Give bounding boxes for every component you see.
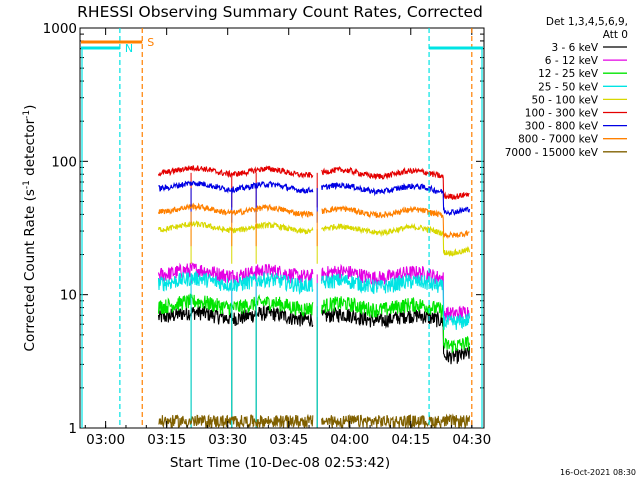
legend-label: 6 - 12 keV (545, 55, 599, 67)
legend-label: 25 - 50 keV (538, 81, 599, 93)
series-line (157, 304, 471, 365)
legend-label: 100 - 300 keV (525, 108, 599, 120)
series-3-6keV (157, 304, 471, 428)
legend-label: 3 - 6 keV (551, 42, 598, 54)
legend-label: 7000 - 15000 keV (505, 147, 599, 159)
x-axis-label: Start Time (10-Dec-08 02:53:42) (170, 455, 390, 471)
x-tick-label: 03:15 (147, 432, 186, 448)
y-tick-label: 1000 (43, 21, 77, 37)
y-label-sup: -1 (22, 110, 32, 119)
footer-timestamp: 16-Oct-2021 08:30 (560, 468, 636, 477)
data-layer (157, 165, 471, 430)
y-axis-label-text: Corrected Count Rate (s-1 detector-1) (22, 105, 38, 352)
plot-frame (79, 27, 485, 429)
series-line (158, 180, 471, 217)
y-label-part: ) (22, 105, 38, 110)
series-25-50keV (157, 271, 471, 428)
y-label-sup: -1 (22, 180, 32, 189)
series-line (158, 413, 471, 430)
y-tick-label: 10 (60, 288, 77, 304)
x-tick-label: 04:15 (391, 432, 430, 448)
y-axis-label: Corrected Count Rate (s-1 detector-1) (22, 105, 38, 352)
series-7000-15000keV (158, 413, 471, 430)
flags-layer: SN (81, 28, 483, 428)
series-50-100keV (157, 220, 471, 264)
axes-layer: 03:00 03:15 03:30 03:45 04:00 04:15 04:30 1 10 10… (43, 21, 492, 448)
y-tick-label: 1 (68, 421, 77, 437)
y-tick-label: 100 (51, 154, 77, 170)
x-tick-label: 04:00 (330, 432, 369, 448)
series-800-7000keV (157, 202, 470, 247)
legend-label: 800 - 7000 keV (518, 134, 599, 146)
x-tick-label: 03:30 (208, 432, 247, 448)
saa-flag-label: S (147, 36, 154, 49)
legend-label: 300 - 800 keV (525, 121, 599, 133)
legend-header-line1: Det 1,3,4,5,6,9, (546, 16, 628, 28)
x-tick-label: 03:00 (86, 432, 125, 448)
y-label-part: Corrected Count Rate (s (22, 189, 38, 351)
x-tick-label: 03:45 (269, 432, 308, 448)
x-tick-label: 04:30 (452, 432, 491, 448)
series-line (157, 220, 471, 257)
y-label-part: detector (22, 118, 38, 180)
series-line (157, 165, 470, 201)
series-300-800keV (158, 180, 471, 223)
series-line (157, 293, 471, 353)
chart-title: RHESSI Observing Summary Count Rates, Co… (77, 3, 483, 21)
legend-label: 50 - 100 keV (531, 94, 598, 106)
series-line (157, 271, 471, 330)
series-line (157, 202, 470, 240)
night-flag-label: N (125, 42, 133, 55)
legend-label: 12 - 25 keV (538, 68, 599, 80)
legend-header-line2: Att 0 (603, 29, 628, 41)
